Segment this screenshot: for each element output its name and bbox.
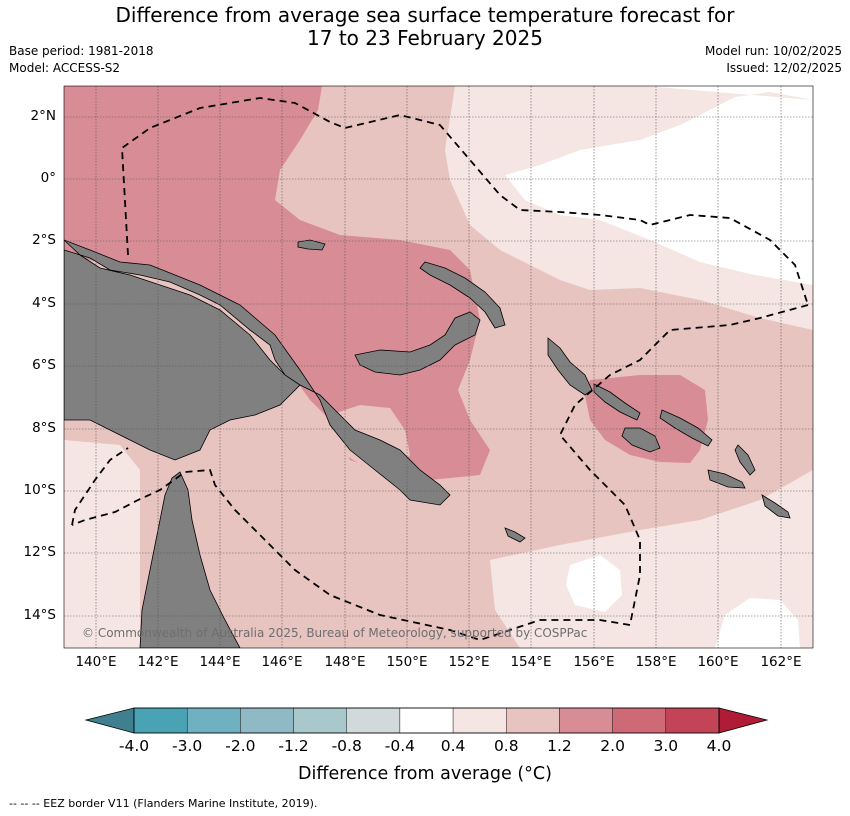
land-new-britain [354, 311, 481, 376]
land-new-guinea [64, 239, 451, 506]
lon-tick-label: 146°E [261, 654, 303, 670]
anomaly-zone-below-0-4-south-1 [566, 555, 622, 612]
land-solomon-guadalcanal [621, 427, 661, 453]
base-period-text: Base period: 1981-2018 [9, 44, 154, 58]
anomaly-zone-below-0-4-south-2 [715, 598, 800, 648]
colorbar-tick-label: 3.0 [653, 737, 679, 755]
eez-borders [71, 97, 809, 641]
lon-tick-label: 154°E [510, 654, 552, 670]
lon-tick-label: 142°E [137, 654, 179, 670]
model-text: Model: ACCESS-S2 [9, 61, 121, 75]
lon-tick-label: 152°E [448, 654, 490, 670]
eez-legend-footer: -- -- -- EEZ border V11 (Flanders Marine… [9, 797, 318, 810]
colorbar-cell [240, 707, 294, 734]
land-solomon-santa-isabel [659, 409, 713, 447]
colorbar-tick-label: -0.4 [384, 737, 416, 755]
copyright-text: © Commonwealth of Australia 2025, Bureau… [82, 626, 588, 640]
colorbar-cells [133, 707, 720, 734]
land-louisiade [504, 527, 526, 543]
anomaly-zone-0-4-to-0-8-south [490, 470, 813, 648]
colorbar-cell [293, 707, 347, 734]
lon-tick-label: 148°E [324, 654, 366, 670]
land-australia-cape-york [139, 471, 241, 648]
lon-tick-label: 144°E [199, 654, 241, 670]
lat-tick-label: 10°S [23, 482, 57, 498]
lat-tick-label: 2°S [32, 232, 56, 248]
colorbar-cell [186, 707, 241, 734]
graticule [64, 86, 813, 648]
map-frame [63, 85, 814, 649]
lon-tick-label: 150°E [386, 654, 428, 670]
colorbar-cell [612, 707, 667, 734]
colorbar-title: Difference from average (°C) [298, 764, 552, 784]
land-new-ireland [419, 261, 506, 329]
chart-title: Difference from average sea surface temp… [0, 4, 850, 50]
meta-left: Base period: 1981-2018 Model: ACCESS-S2 [9, 43, 154, 77]
land-solomon-choiseul [593, 383, 641, 421]
anomaly-zone-1-2-to-2-0-north [64, 86, 490, 480]
land-santa-cruz [761, 494, 791, 519]
lon-tick-label: 140°E [75, 654, 117, 670]
lon-tick-label: 156°E [573, 654, 615, 670]
colorbar-tick-label: 2.0 [600, 737, 625, 755]
lat-tick-label: 8°S [32, 420, 56, 436]
colorbar-cell [346, 707, 401, 734]
colorbar-cell [452, 707, 507, 734]
title-line-1: Difference from average sea surface temp… [115, 3, 735, 27]
lon-tick-label: 158°E [635, 654, 677, 670]
colorbar-tick-label: -1.2 [278, 737, 309, 755]
lat-tick-label: 12°S [23, 544, 57, 560]
colorbar-cell [559, 707, 613, 734]
lon-tick-label: 160°E [697, 654, 739, 670]
colorbar-cell [506, 707, 560, 734]
lat-tick-label: 0° [40, 170, 56, 186]
lon-tick-label: 162°E [760, 654, 802, 670]
anomaly-zone-below-0-4-northeast [505, 86, 813, 285]
colorbar-extend-low [84, 707, 135, 734]
colorbar-tick-label: 0.8 [493, 737, 519, 755]
colorbar-cell [665, 707, 720, 734]
colorbar-cell [133, 707, 188, 734]
lat-tick-label: 14°S [23, 607, 57, 623]
colorbar-tick-label: 1.2 [547, 737, 572, 755]
issued-text: Issued: 12/02/2025 [726, 61, 842, 75]
colorbar-tick-label: -2.0 [225, 737, 256, 755]
colorbar-cell [399, 707, 454, 734]
model-run-text: Model run: 10/02/2025 [704, 44, 842, 58]
colorbar-tick-label: -3.0 [172, 737, 203, 755]
lat-tick-label: 2°N [30, 108, 56, 124]
map-area [64, 86, 813, 648]
land-solomon-makira [707, 469, 746, 489]
land-manus [297, 239, 326, 251]
land-solomon-malaita [734, 444, 756, 476]
colorbar-tick-label: 0.4 [440, 737, 466, 755]
colorbar-extend-high [718, 707, 769, 734]
colorbar-tick-label: -4.0 [118, 737, 150, 755]
colorbar-tick-label: -0.8 [331, 737, 362, 755]
lat-tick-label: 6°S [32, 357, 56, 373]
colorbar-frame [133, 707, 720, 734]
lat-tick-label: 4°S [32, 295, 56, 311]
title-line-2: 17 to 23 February 2025 [307, 26, 543, 50]
colorbar-tick-label: 4.0 [706, 737, 732, 755]
meta-right: Model run: 10/02/2025 Issued: 12/02/2025 [705, 43, 842, 77]
anomaly-zone-0-4-to-0-8-west [64, 440, 140, 648]
colorbar [84, 707, 769, 734]
